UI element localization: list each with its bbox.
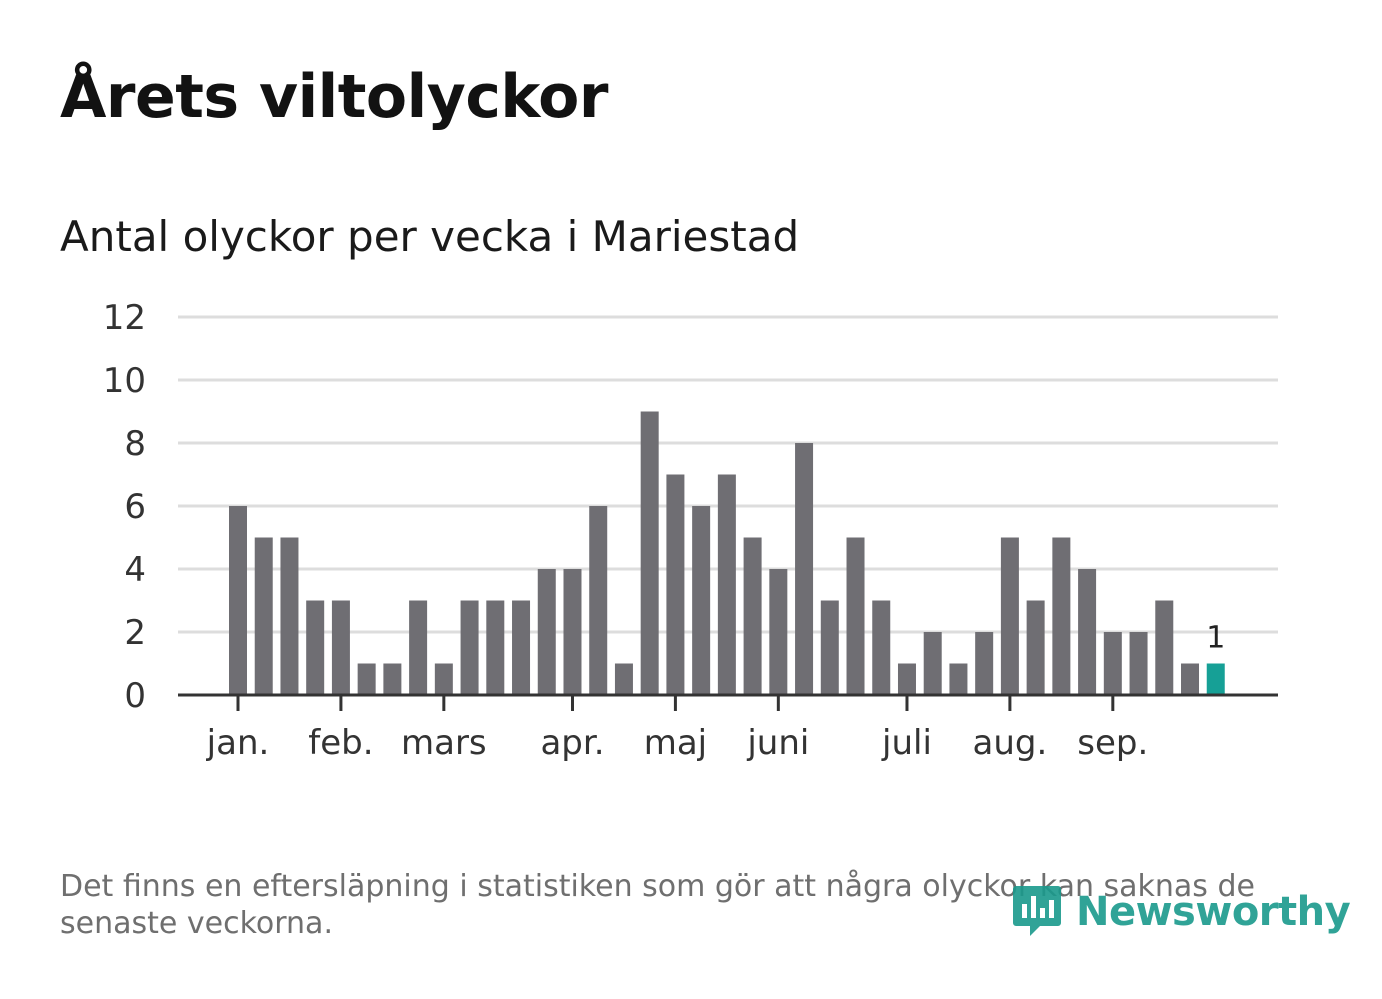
- bar: [743, 537, 762, 695]
- bar: [949, 663, 968, 695]
- bar: [795, 443, 814, 695]
- bars: [229, 411, 1225, 695]
- bar: [923, 632, 942, 695]
- x-tick-label: maj: [644, 723, 707, 763]
- newsworthy-logo-text: Newsworthy: [1076, 889, 1351, 935]
- y-tick-label: 12: [103, 298, 146, 338]
- chart-title: Årets viltolyckor: [60, 62, 609, 132]
- y-tick-label: 0: [124, 676, 146, 716]
- x-tick-label: feb.: [308, 723, 373, 763]
- bar: [1103, 632, 1122, 695]
- newsworthy-logo-icon: [1012, 880, 1062, 944]
- bar: [434, 663, 453, 695]
- bar: [383, 663, 402, 695]
- data-labels: 1: [1206, 621, 1225, 656]
- y-tick-label: 6: [124, 487, 146, 527]
- bar: [692, 506, 711, 695]
- y-tick-label: 2: [124, 613, 146, 653]
- bar: [254, 537, 273, 695]
- bar: [769, 569, 788, 695]
- bar: [717, 474, 736, 695]
- bar: [1181, 663, 1200, 695]
- x-tick-label: aug.: [973, 723, 1048, 763]
- y-tick-label: 10: [103, 361, 146, 401]
- bar: [872, 600, 891, 695]
- bar: [897, 663, 916, 695]
- bar: [563, 569, 582, 695]
- bar: [846, 537, 865, 695]
- bar-highlight: [1206, 663, 1225, 695]
- bar: [331, 600, 350, 695]
- bar: [640, 411, 659, 695]
- bar: [820, 600, 839, 695]
- bar: [589, 506, 608, 695]
- x-tick-label: juli: [881, 723, 932, 763]
- bar: [537, 569, 556, 695]
- x-tick-label: sep.: [1077, 723, 1148, 763]
- x-tick-label: mars: [401, 723, 487, 763]
- bar: [512, 600, 531, 695]
- bar: [1052, 537, 1071, 695]
- bar: [357, 663, 376, 695]
- bar: [1078, 569, 1097, 695]
- bar: [614, 663, 633, 695]
- newsworthy-logo: Newsworthy: [1012, 880, 1351, 944]
- x-axis: jan. feb. mars apr. maj juni juli aug. sep.: [178, 693, 1278, 763]
- bar: [1129, 632, 1148, 695]
- bar: [409, 600, 428, 695]
- bar: [1155, 600, 1174, 695]
- y-tick-label: 8: [124, 424, 146, 464]
- highlight-value-label: 1: [1206, 621, 1225, 656]
- chart-subtitle: Antal olyckor per vecka i Mariestad: [60, 212, 800, 261]
- x-tick-label: juni: [746, 723, 809, 763]
- bar: [1026, 600, 1045, 695]
- bar: [306, 600, 325, 695]
- bar: [975, 632, 994, 695]
- x-tick-label: jan.: [206, 723, 270, 763]
- y-axis-ticks: 0 2 4 6 8 10 12: [103, 298, 146, 716]
- bar: [229, 506, 247, 695]
- bar: [666, 474, 685, 695]
- bar: [280, 537, 299, 695]
- y-tick-label: 4: [124, 550, 146, 590]
- x-tick-label: apr.: [540, 723, 604, 763]
- bar-chart: 0 2 4 6 8 10 12 jan. feb. mars apr. maj juni juli aug…: [103, 298, 1278, 763]
- bar: [486, 600, 505, 695]
- bar: [1000, 537, 1019, 695]
- bar: [460, 600, 479, 695]
